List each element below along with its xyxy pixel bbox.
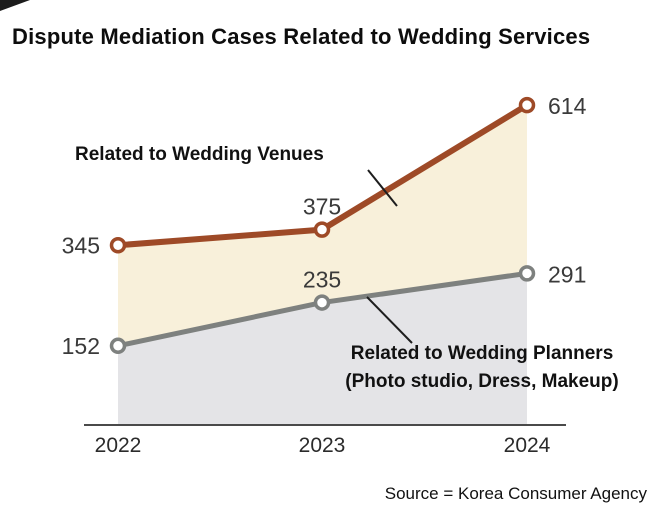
planners-leader-line	[366, 296, 413, 344]
planners-marker	[109, 337, 127, 355]
x-tick-label: 2024	[504, 434, 551, 457]
venues-marker	[109, 237, 127, 254]
venues-value-label: 375	[303, 194, 341, 220]
x-tick-label: 2023	[299, 434, 346, 457]
planners-marker	[313, 294, 331, 311]
planners-marker	[518, 265, 536, 282]
venues-value-label: 345	[62, 232, 100, 258]
venues-value-label: 614	[548, 93, 587, 119]
chart-title: Dispute Mediation Cases Related to Weddi…	[12, 24, 591, 49]
planners-value-label: 291	[548, 261, 586, 287]
corner-mark	[0, 0, 30, 11]
venues-marker	[518, 96, 536, 114]
planners-area-fill	[118, 273, 527, 425]
venues-marker	[313, 221, 331, 238]
annotation-wedding-venues: Related to Wedding Venues	[75, 144, 324, 165]
planners-value-label: 235	[303, 267, 341, 293]
annotation-wedding-planners: Related to Wedding Planners (Photo studi…	[345, 343, 619, 392]
x-tick-label: 2022	[95, 434, 142, 457]
venues-leader-line	[367, 169, 398, 207]
planners-value-label: 152	[62, 333, 100, 359]
source-caption: Source = Korea Consumer Agency	[384, 484, 647, 503]
